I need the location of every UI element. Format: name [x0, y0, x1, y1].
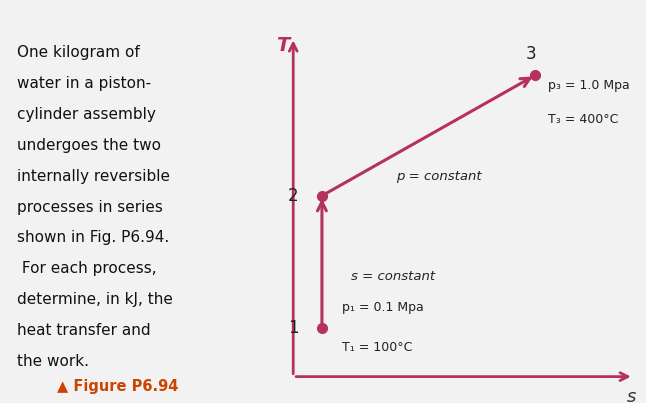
Text: determine, in kJ, the: determine, in kJ, the [17, 292, 172, 307]
Text: T₃ = 400°C: T₃ = 400°C [548, 113, 618, 126]
Text: internally reversible: internally reversible [17, 168, 169, 184]
Text: s = constant: s = constant [351, 270, 435, 283]
Text: 2: 2 [288, 187, 298, 205]
Text: T: T [276, 35, 289, 55]
Text: water in a piston-: water in a piston- [17, 76, 151, 91]
Text: 3: 3 [526, 46, 536, 63]
Text: One kilogram of: One kilogram of [17, 45, 140, 60]
Text: processes in series: processes in series [17, 199, 162, 214]
Text: s: s [627, 388, 636, 403]
Text: shown in Fig. P6.94.: shown in Fig. P6.94. [17, 231, 169, 245]
Text: heat transfer and: heat transfer and [17, 323, 150, 338]
Text: ▲ Figure P6.94: ▲ Figure P6.94 [57, 378, 178, 394]
Text: T₁ = 100°C: T₁ = 100°C [342, 341, 413, 354]
Text: p₁ = 0.1 Mpa: p₁ = 0.1 Mpa [342, 301, 424, 314]
Text: For each process,: For each process, [17, 261, 156, 276]
Text: undergoes the two: undergoes the two [17, 138, 160, 153]
Text: 1: 1 [288, 319, 298, 337]
Text: cylinder assembly: cylinder assembly [17, 107, 156, 122]
Text: the work.: the work. [17, 354, 89, 369]
Text: p = constant: p = constant [396, 170, 481, 183]
Text: p₃ = 1.0 Mpa: p₃ = 1.0 Mpa [548, 79, 629, 92]
